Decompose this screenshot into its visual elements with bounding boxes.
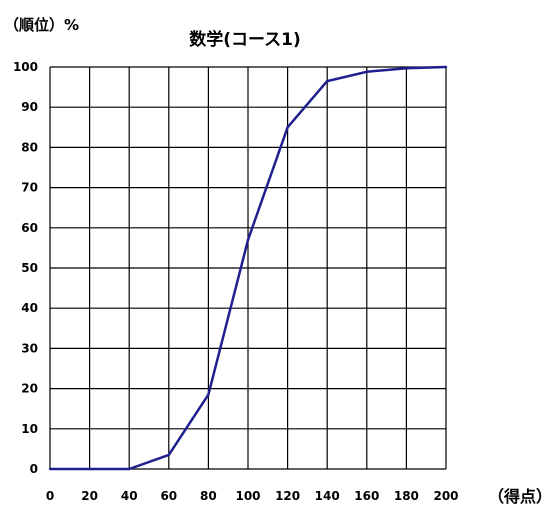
x-tick-label: 160 xyxy=(354,489,379,503)
data-point xyxy=(246,238,250,242)
x-tick-label: 180 xyxy=(394,489,419,503)
data-point xyxy=(48,467,52,471)
y-tick-label: 60 xyxy=(21,221,38,235)
x-tick-label: 200 xyxy=(433,489,458,503)
data-point xyxy=(405,67,408,70)
x-tick-label: 40 xyxy=(121,489,138,503)
x-tick-labels: 0 20 40 60 80 100 120 140 160 180 200 xyxy=(46,489,459,503)
y-tick-label: 70 xyxy=(21,181,38,195)
y-tick-label: 80 xyxy=(21,140,38,154)
x-tick-label: 140 xyxy=(315,489,340,503)
data-point xyxy=(167,453,170,457)
y-tick-label: 0 xyxy=(30,462,38,476)
data-point xyxy=(88,467,91,471)
data-point xyxy=(286,126,289,129)
data-point xyxy=(207,393,210,396)
y-tick-label: 20 xyxy=(21,382,38,396)
data-point xyxy=(326,79,329,83)
x-tick-label: 120 xyxy=(275,489,300,503)
y-tick-label: 40 xyxy=(21,301,38,315)
y-tick-label: 90 xyxy=(21,100,38,114)
y-tick-label: 100 xyxy=(13,60,38,74)
data-point xyxy=(444,65,448,69)
y-tick-labels: 0 10 20 30 40 50 60 70 80 90 100 xyxy=(13,60,38,476)
y-tick-label: 10 xyxy=(21,422,38,436)
x-tick-label: 20 xyxy=(81,489,98,503)
x-tick-label: 80 xyxy=(200,489,217,503)
x-axis-label: （得点） xyxy=(488,487,552,506)
data-point xyxy=(365,70,368,74)
y-axis-label: （順位）% xyxy=(4,16,79,34)
data-point xyxy=(128,467,131,471)
plot-grid xyxy=(49,66,447,470)
y-tick-label: 30 xyxy=(21,341,38,355)
x-tick-label: 60 xyxy=(160,489,177,503)
y-tick-label: 50 xyxy=(21,261,38,275)
x-tick-label: 0 xyxy=(46,489,54,503)
chart-title: 数学(コース1) xyxy=(189,29,301,50)
x-tick-label: 100 xyxy=(235,489,260,503)
series-layer xyxy=(48,65,448,471)
